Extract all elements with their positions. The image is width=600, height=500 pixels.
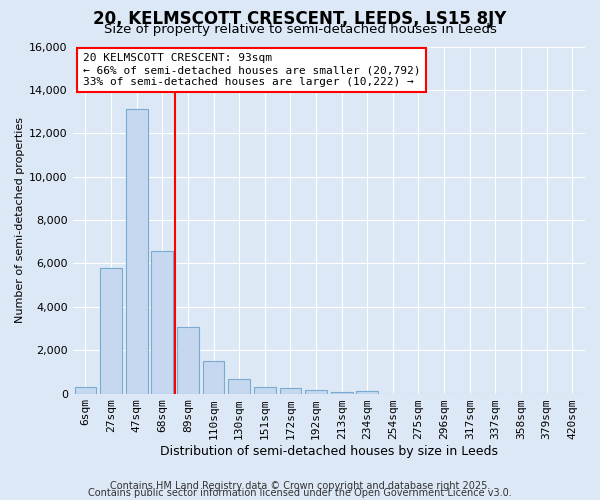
X-axis label: Distribution of semi-detached houses by size in Leeds: Distribution of semi-detached houses by …	[160, 444, 498, 458]
Text: Contains HM Land Registry data © Crown copyright and database right 2025.: Contains HM Land Registry data © Crown c…	[110, 481, 490, 491]
Bar	[100, 268, 122, 394]
Bar	[254, 386, 275, 394]
Bar	[331, 392, 353, 394]
Bar	[228, 380, 250, 394]
Text: Size of property relative to semi-detached houses in Leeds: Size of property relative to semi-detach…	[104, 22, 496, 36]
Y-axis label: Number of semi-detached properties: Number of semi-detached properties	[15, 117, 25, 323]
Text: 20, KELMSCOTT CRESCENT, LEEDS, LS15 8JY: 20, KELMSCOTT CRESCENT, LEEDS, LS15 8JY	[94, 10, 506, 28]
Bar	[280, 388, 301, 394]
Bar	[203, 362, 224, 394]
Bar	[177, 327, 199, 394]
Text: 20 KELMSCOTT CRESCENT: 93sqm
← 66% of semi-detached houses are smaller (20,792)
: 20 KELMSCOTT CRESCENT: 93sqm ← 66% of se…	[83, 54, 421, 86]
Bar	[305, 390, 327, 394]
Bar	[356, 392, 378, 394]
Text: Contains public sector information licensed under the Open Government Licence v3: Contains public sector information licen…	[88, 488, 512, 498]
Bar	[74, 387, 97, 394]
Bar	[151, 252, 173, 394]
Bar	[126, 110, 148, 394]
